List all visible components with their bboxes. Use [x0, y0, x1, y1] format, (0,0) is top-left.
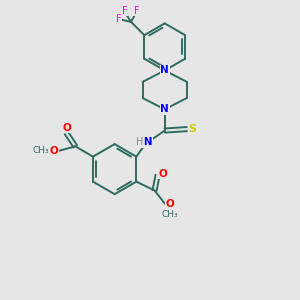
- Text: N: N: [160, 65, 169, 76]
- Text: CH₃: CH₃: [33, 146, 49, 155]
- Text: S: S: [188, 124, 196, 134]
- Text: N: N: [160, 104, 169, 114]
- Text: HN: HN: [136, 137, 152, 147]
- Text: F: F: [116, 14, 122, 24]
- Text: F: F: [134, 6, 139, 16]
- Text: N: N: [143, 137, 151, 147]
- Text: O: O: [62, 123, 71, 133]
- Text: CH₃: CH₃: [162, 209, 178, 218]
- Text: H: H: [136, 137, 144, 147]
- Text: O: O: [166, 199, 175, 209]
- Text: O: O: [158, 169, 167, 179]
- Text: O: O: [50, 146, 58, 156]
- Text: F: F: [122, 6, 128, 16]
